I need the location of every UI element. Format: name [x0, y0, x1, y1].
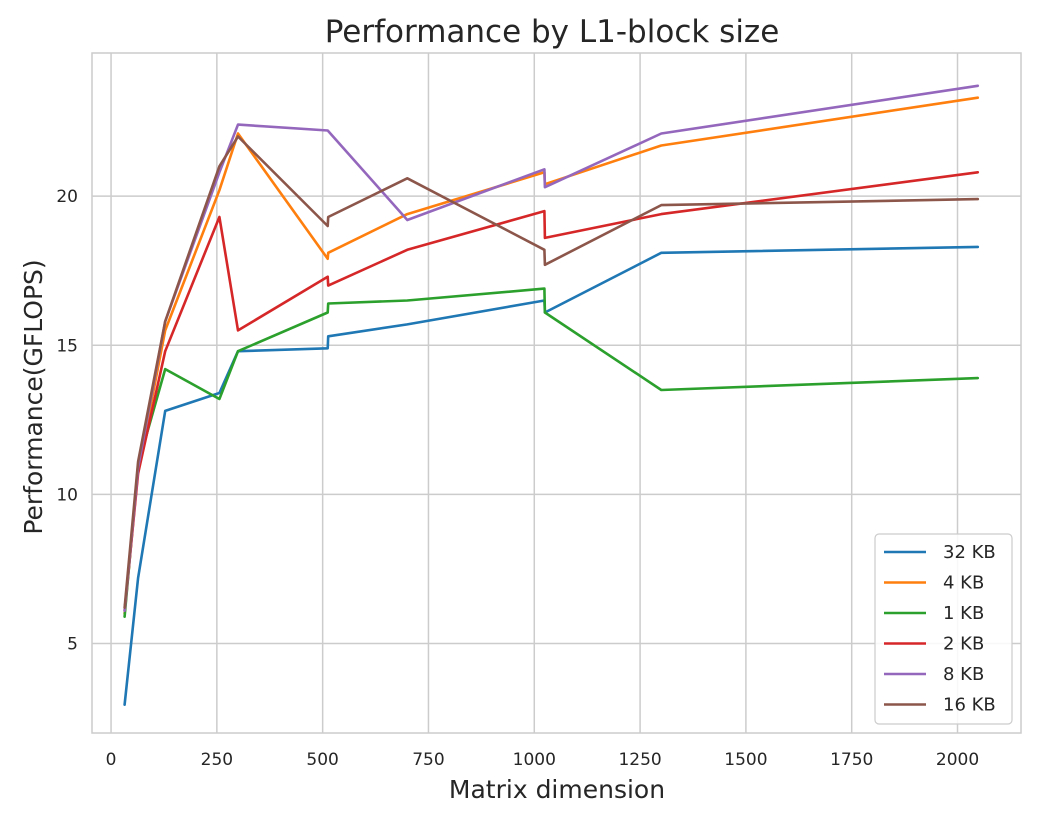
x-tick-label: 0 — [106, 750, 117, 770]
x-tick-label: 2000 — [936, 750, 979, 770]
series-line — [123, 287, 980, 618]
legend-label: 2 KB — [943, 634, 984, 655]
x-axis-label: Matrix dimension — [449, 775, 665, 804]
series-line — [123, 171, 980, 612]
legend-label: 16 KB — [943, 695, 996, 716]
y-axis-label: Performance(GFLOPS) — [19, 259, 48, 534]
grid — [92, 53, 1021, 733]
chart-title: Performance by L1-block size — [325, 14, 780, 50]
x-tick-label: 500 — [306, 750, 338, 770]
y-tick-label: 5 — [67, 635, 78, 655]
x-tick-label: 1750 — [830, 750, 873, 770]
x-tick-label: 1000 — [513, 750, 556, 770]
y-tick-labels: 5 10 15 20 — [56, 187, 78, 654]
series-line — [123, 135, 980, 609]
x-tick-labels: 0 250 500 750 1000 1250 1500 1750 2000 — [106, 750, 980, 770]
legend-label: 1 KB — [943, 603, 984, 624]
legend-label: 4 KB — [943, 573, 984, 594]
legend: 32 KB 4 KB 1 KB 2 KB 8 KB 16 KB — [874, 533, 1013, 725]
y-tick-label: 10 — [56, 485, 78, 505]
y-tick-label: 15 — [56, 336, 78, 356]
series-lines — [123, 84, 980, 706]
legend-label: 32 KB — [943, 542, 996, 563]
legend-items: 32 KB 4 KB 1 KB 2 KB 8 KB 16 KB — [884, 542, 996, 716]
x-tick-label: 250 — [201, 750, 233, 770]
series-line — [123, 245, 980, 706]
x-tick-label: 1250 — [618, 750, 661, 770]
series-line — [123, 84, 980, 612]
y-tick-label: 20 — [56, 187, 78, 207]
series-line — [123, 96, 980, 615]
legend-label: 8 KB — [943, 664, 984, 685]
x-tick-label: 1500 — [724, 750, 767, 770]
plot-frame — [91, 52, 1022, 734]
x-tick-label: 750 — [412, 750, 444, 770]
